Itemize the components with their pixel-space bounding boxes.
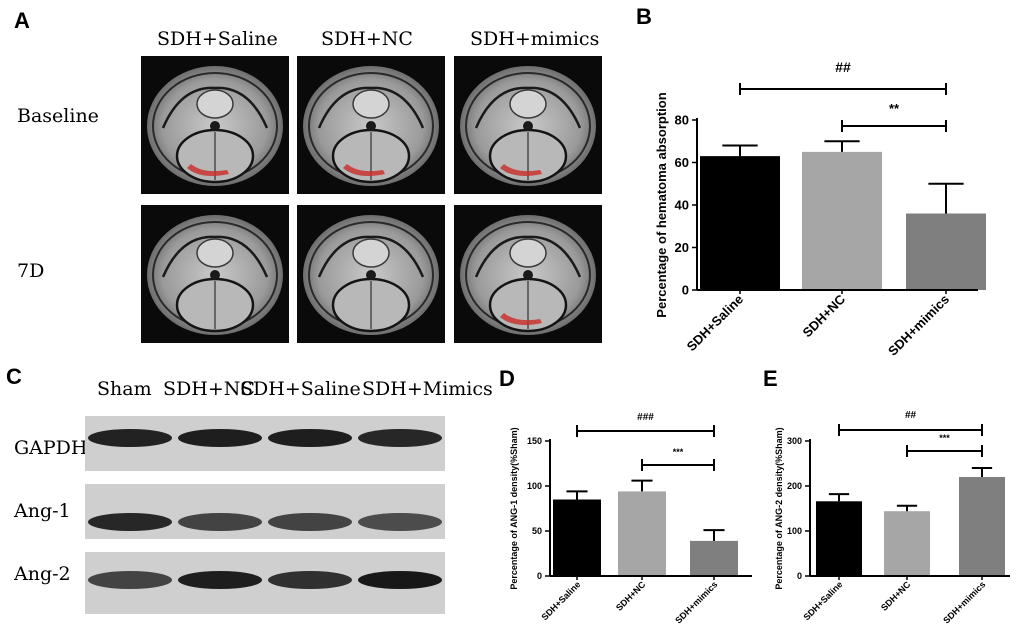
- row-label-baseline: Baseline: [17, 105, 99, 127]
- fourth-ventricle: [523, 121, 533, 131]
- y-tick-label: 100: [787, 526, 802, 536]
- y-tick-label: 60: [675, 155, 689, 170]
- x-category-label: SDH+mimics: [941, 579, 987, 625]
- temporal-contour: [474, 86, 582, 129]
- y-tick-label: 0: [537, 571, 542, 581]
- mri-image-7d-nc: [297, 205, 445, 343]
- western-blot-ang1: [85, 484, 445, 539]
- significance-label: ###: [637, 412, 654, 423]
- fourth-ventricle: [523, 270, 533, 280]
- brainstem: [196, 89, 234, 119]
- blot-band: [178, 429, 262, 447]
- y-tick-label: 20: [675, 240, 689, 255]
- brainstem: [352, 238, 390, 268]
- band-label-ang2: Ang-2: [14, 563, 71, 585]
- y-axis-label: Percentage of ANG-2 density(%Sham): [774, 427, 784, 589]
- blot-band: [178, 571, 262, 589]
- significance-label: **: [889, 101, 900, 116]
- lane-label-nc: SDH+NC: [163, 378, 255, 400]
- lane-label-sham: Sham: [97, 378, 152, 400]
- brainstem: [509, 89, 547, 119]
- y-tick-label: 300: [787, 436, 802, 446]
- fourth-ventricle: [366, 270, 376, 280]
- mri-image-baseline-mimics: [454, 56, 602, 194]
- bar-sdh-mimics: [690, 540, 738, 576]
- temporal-contour: [161, 235, 269, 278]
- bar-sdh-nc: [802, 151, 882, 290]
- hematoma-marker: [500, 164, 542, 176]
- y-tick-label: 150: [527, 436, 542, 446]
- mri-image-baseline-saline: [141, 56, 289, 194]
- brainstem: [509, 238, 547, 268]
- blot-band: [358, 429, 442, 447]
- western-blot-ang2: [85, 552, 445, 614]
- blot-band: [88, 513, 172, 531]
- y-tick-label: 200: [787, 481, 802, 491]
- panel-label-a: A: [14, 8, 30, 33]
- y-tick-label: 0: [797, 571, 802, 581]
- fourth-ventricle: [210, 270, 220, 280]
- bar-sdh-saline: [816, 501, 862, 576]
- y-tick-label: 40: [675, 198, 689, 213]
- significance-label: ***: [673, 447, 684, 457]
- y-tick-label: 0: [682, 283, 689, 298]
- panel-label-d: D: [499, 366, 515, 391]
- significance-label: ##: [835, 59, 851, 75]
- lane-label-mimics: SDH+Mimics: [362, 378, 493, 400]
- mri-image-7d-mimics: [454, 205, 602, 343]
- blot-band: [178, 513, 262, 531]
- bar-sdh-saline: [700, 156, 780, 290]
- mri-image-7d-saline: [141, 205, 289, 343]
- y-tick-label: 100: [527, 481, 542, 491]
- column-label-saline: SDH+Saline: [157, 28, 278, 50]
- x-category-label: SDH+NC: [879, 579, 913, 613]
- column-label-nc: SDH+NC: [321, 28, 413, 50]
- y-axis-label: Percentage of hematoma absorption: [654, 92, 669, 317]
- y-tick-label: 80: [675, 113, 689, 128]
- panel-label-e: E: [763, 366, 778, 391]
- temporal-contour: [317, 235, 425, 278]
- blot-band: [88, 429, 172, 447]
- lane-label-saline: SDH+Saline: [240, 378, 361, 400]
- temporal-contour: [161, 86, 269, 129]
- bar-sdh-mimics: [959, 477, 1005, 576]
- blot-band: [268, 571, 352, 589]
- panel-label-b: B: [636, 4, 652, 29]
- blot-band: [268, 513, 352, 531]
- band-label-gapdh: GAPDH: [14, 437, 88, 459]
- temporal-contour: [474, 235, 582, 278]
- blot-band: [268, 429, 352, 447]
- bar-sdh-mimics: [906, 213, 986, 290]
- band-label-ang1: Ang-1: [14, 500, 71, 522]
- x-category-label: SDH+Saline: [801, 579, 844, 622]
- panel-label-c: C: [6, 364, 22, 389]
- y-axis-label: Percentage of ANG-1 density(%Sham): [509, 427, 519, 589]
- temporal-contour: [317, 86, 425, 129]
- fourth-ventricle: [366, 121, 376, 131]
- significance-label: ***: [939, 433, 950, 443]
- fourth-ventricle: [210, 121, 220, 131]
- y-tick-label: 50: [532, 526, 542, 536]
- brainstem: [352, 89, 390, 119]
- hematoma-marker: [187, 164, 229, 176]
- western-blot-gapdh: [85, 416, 445, 471]
- bar-sdh-saline: [553, 499, 601, 576]
- brainstem: [196, 238, 234, 268]
- hematoma-marker: [343, 164, 385, 176]
- significance-label: ##: [905, 410, 917, 421]
- blot-band: [358, 571, 442, 589]
- blot-band: [88, 571, 172, 589]
- column-label-mimics: SDH+mimics: [470, 28, 600, 50]
- blot-band: [358, 513, 442, 531]
- mri-image-baseline-nc: [297, 56, 445, 194]
- bar-sdh-nc: [884, 511, 930, 576]
- row-label-7d: 7D: [17, 260, 45, 282]
- bar-sdh-nc: [618, 491, 666, 576]
- hematoma-marker: [500, 313, 542, 325]
